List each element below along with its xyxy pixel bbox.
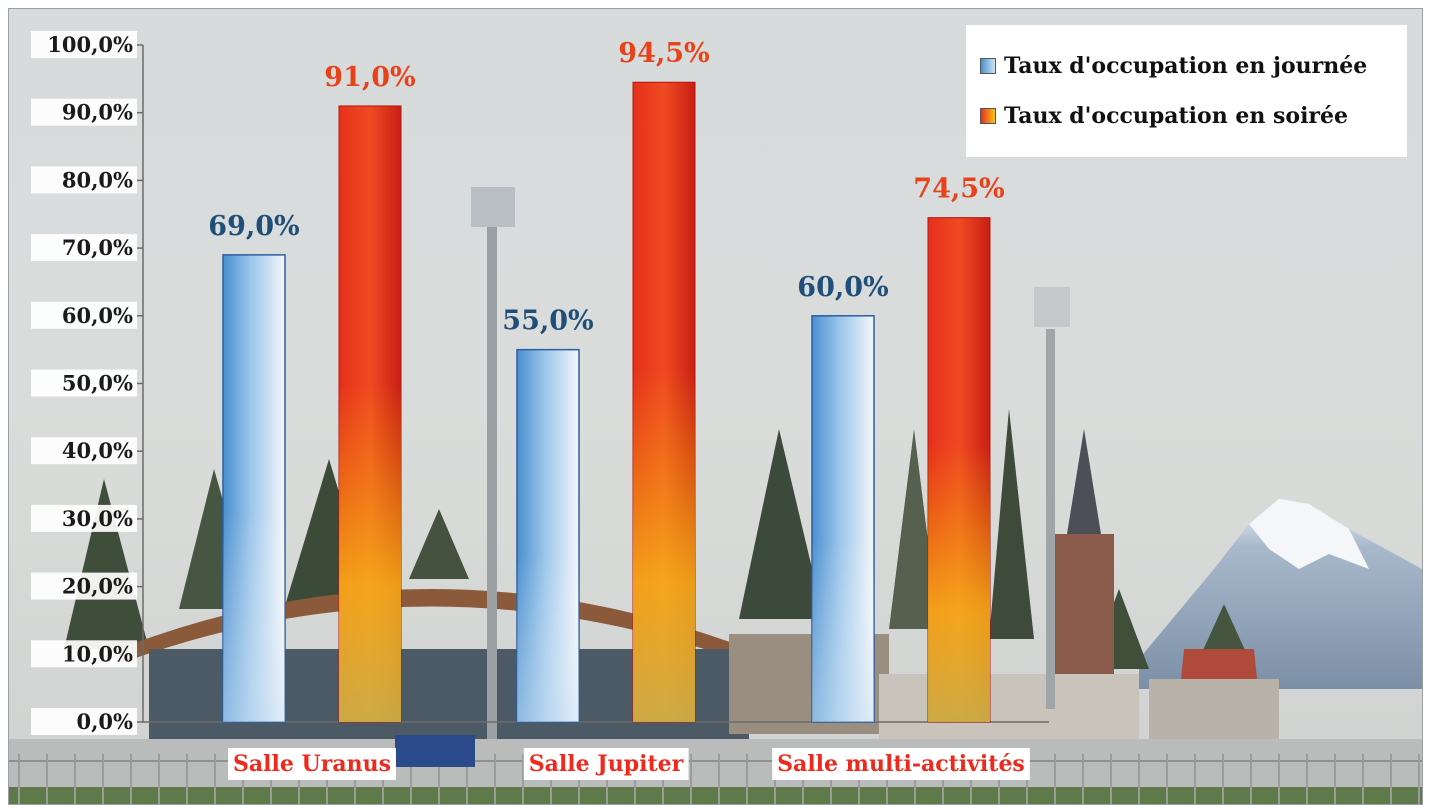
legend-swatch-evening bbox=[980, 108, 996, 124]
tree bbox=[889, 429, 939, 629]
y-tick-label-bg bbox=[31, 572, 137, 600]
y-tick-label: 90,0% bbox=[62, 100, 133, 125]
y-tick-label-bg bbox=[31, 166, 137, 194]
bar-evening-shade bbox=[633, 370, 695, 722]
house bbox=[1149, 679, 1279, 749]
legend-item-evening: Taux d'occupation en soirée bbox=[980, 91, 1407, 141]
tree bbox=[64, 479, 149, 649]
light-pole bbox=[487, 224, 497, 804]
chart-frame: 0,0% 10,0% 20,0% 30,0% 40,0% 50,0% 60,0% 70,0% 8… bbox=[8, 8, 1423, 805]
category-label: Salle Uranus bbox=[233, 751, 391, 777]
bar-evening-shade bbox=[928, 444, 990, 722]
data-label-evening: 91,0% bbox=[324, 62, 415, 93]
y-tick-label-bg bbox=[31, 234, 137, 262]
data-labels: 69,0% 91,0% 55,0% 94,5% 60,0% 74,5% bbox=[208, 38, 1004, 336]
grass bbox=[9, 787, 1422, 804]
y-tick-label: 100,0% bbox=[47, 32, 133, 57]
church-spire bbox=[1067, 429, 1101, 534]
light-pole bbox=[1046, 329, 1055, 709]
y-tick-label: 0,0% bbox=[77, 709, 134, 734]
y-tick-label-bg bbox=[31, 504, 137, 532]
legend-item-day: Taux d'occupation en journée bbox=[980, 41, 1407, 91]
y-tick-label: 80,0% bbox=[62, 167, 133, 192]
bars bbox=[222, 81, 991, 723]
legend-label-day: Taux d'occupation en journée bbox=[1004, 53, 1368, 79]
category-labels: Salle Uranus Salle Jupiter Salle multi-act… bbox=[228, 748, 1030, 780]
data-label-evening: 94,5% bbox=[618, 38, 709, 69]
category-label: Salle multi-activités bbox=[777, 751, 1025, 777]
sign bbox=[395, 735, 475, 767]
y-tick-label-bg bbox=[31, 98, 137, 126]
church-tower bbox=[1054, 534, 1114, 684]
tree bbox=[739, 429, 824, 619]
y-tick-label: 70,0% bbox=[62, 235, 133, 260]
light-head bbox=[471, 187, 515, 227]
y-tick-label-bg bbox=[31, 369, 137, 397]
y-axis-ticks: 0,0% 10,0% 20,0% 30,0% 40,0% 50,0% 60,0% 70,0% 8… bbox=[31, 31, 143, 735]
y-tick-label: 60,0% bbox=[62, 303, 133, 328]
bar-evening-shade bbox=[339, 383, 401, 722]
bar-day-shade bbox=[812, 539, 874, 722]
legend-swatch-day bbox=[980, 58, 996, 74]
legend-label-evening: Taux d'occupation en soirée bbox=[1004, 103, 1349, 129]
building-right bbox=[879, 674, 1139, 739]
y-tick-label-bg bbox=[31, 31, 137, 58]
data-label-day: 60,0% bbox=[797, 272, 888, 303]
y-tick-label: 20,0% bbox=[62, 574, 133, 599]
light-head bbox=[1034, 287, 1070, 327]
bar-day-shade bbox=[223, 511, 285, 722]
category-label-bg bbox=[772, 748, 1030, 780]
y-tick-label-bg bbox=[31, 437, 137, 465]
data-label-day: 55,0% bbox=[502, 306, 593, 337]
tree bbox=[989, 409, 1034, 639]
tree bbox=[409, 509, 469, 579]
y-tick-label-bg bbox=[31, 640, 137, 668]
y-tick-label: 40,0% bbox=[62, 438, 133, 463]
category-label-bg bbox=[523, 748, 689, 780]
bar-day-shade bbox=[517, 554, 579, 722]
background-photo bbox=[9, 187, 1422, 804]
y-tick-label: 30,0% bbox=[62, 506, 133, 531]
y-tick-label-bg bbox=[31, 708, 137, 735]
bar-chart: 0,0% 10,0% 20,0% 30,0% 40,0% 50,0% 60,0% 70,0% 8… bbox=[9, 31, 1422, 804]
category-label-bg bbox=[228, 748, 396, 780]
data-label-day: 69,0% bbox=[208, 211, 299, 242]
y-tick-label-bg bbox=[31, 301, 137, 329]
y-tick-label: 10,0% bbox=[62, 641, 133, 666]
legend: Taux d'occupation en journée Taux d'occu… bbox=[966, 25, 1407, 157]
category-label: Salle Jupiter bbox=[529, 751, 684, 777]
y-tick-label: 50,0% bbox=[62, 371, 133, 396]
tree bbox=[1199, 604, 1249, 659]
mountain-snow bbox=[1249, 499, 1369, 569]
data-label-evening: 74,5% bbox=[913, 174, 1004, 205]
